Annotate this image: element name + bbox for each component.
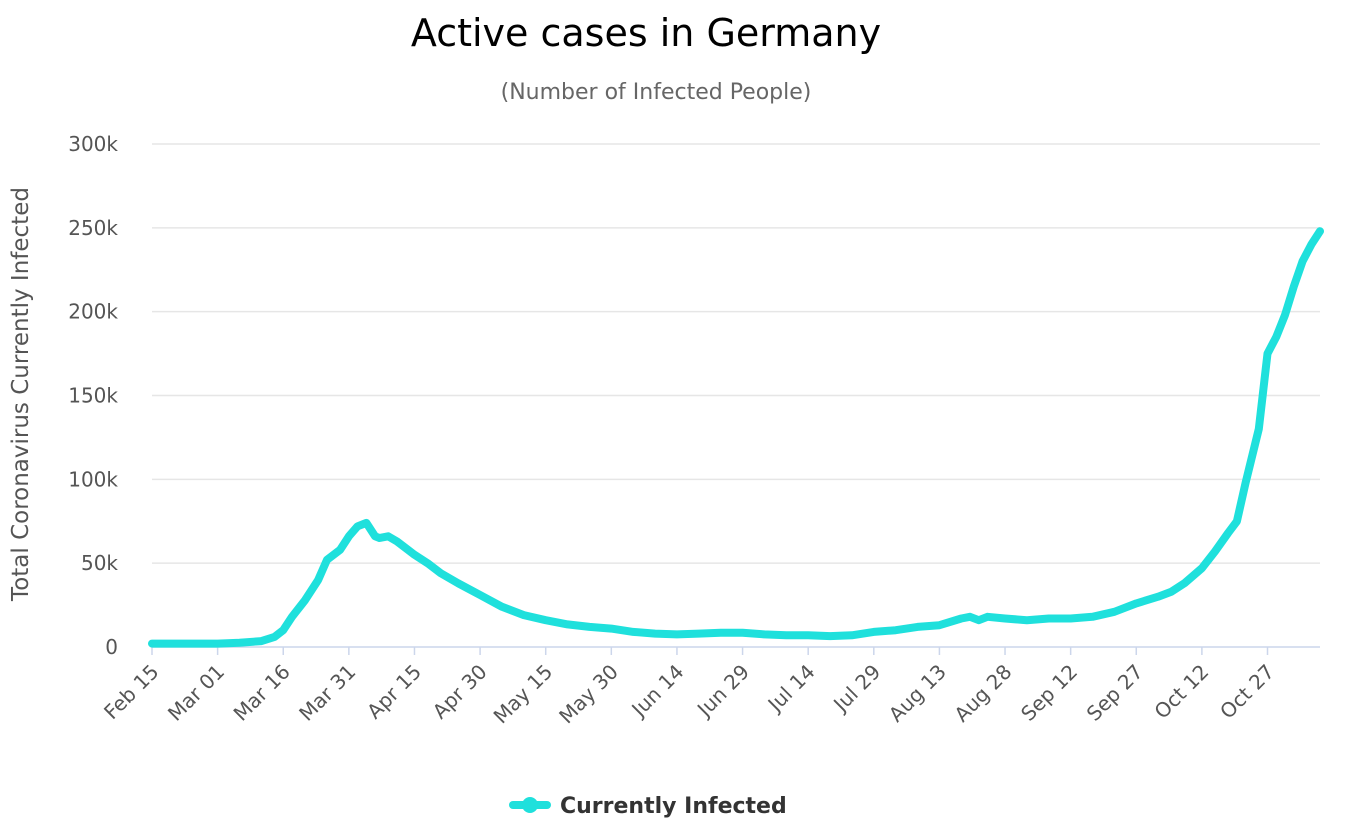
x-tick-label: Jul 29 xyxy=(827,660,885,718)
x-tick-label: Jul 14 xyxy=(762,660,820,718)
x-tick-label: Apr 30 xyxy=(428,660,492,724)
legend[interactable]: Currently Infected xyxy=(509,794,787,819)
y-tick-label: 50k xyxy=(81,551,118,575)
x-tick-label: Aug 13 xyxy=(884,660,951,727)
y-tick-label: 100k xyxy=(68,467,118,491)
y-tick-label: 250k xyxy=(68,216,118,240)
y-tick-label: 200k xyxy=(68,300,118,324)
y-tick-label: 150k xyxy=(68,384,118,408)
x-tick-label: Apr 15 xyxy=(362,660,426,724)
y-tick-label: 0 xyxy=(105,635,118,659)
x-tick-label: Jun 14 xyxy=(626,660,689,723)
chart-subtitle: (Number of Infected People) xyxy=(501,80,812,105)
x-tick-label: Sep 27 xyxy=(1082,660,1148,726)
x-tick-label: Mar 16 xyxy=(229,660,295,726)
x-tick-label: Aug 28 xyxy=(949,660,1016,727)
y-tick-label: 300k xyxy=(68,132,118,156)
x-tick-label: Mar 01 xyxy=(163,660,229,726)
y-axis-ticks: 0 50k 100k 150k 200k 250k 300k xyxy=(68,132,118,659)
series-lines xyxy=(148,227,1324,648)
x-tick-label: Jun 29 xyxy=(691,660,754,723)
legend-label: Currently Infected xyxy=(560,794,787,819)
x-tick-label: May 15 xyxy=(489,660,558,729)
chart-title: Active cases in Germany xyxy=(411,11,881,55)
x-tick-label: Sep 12 xyxy=(1016,660,1082,726)
x-tick-label: Mar 31 xyxy=(294,660,360,726)
gridlines xyxy=(152,143,1320,648)
legend-marker xyxy=(522,797,538,813)
x-tick-label: Oct 27 xyxy=(1215,660,1279,724)
x-tick-label: May 30 xyxy=(554,660,623,729)
x-tick-label: Oct 12 xyxy=(1150,660,1214,724)
x-tick-label: Feb 15 xyxy=(99,660,164,725)
x-axis-ticks: Feb 15 Mar 01 Mar 16 Mar 31 Apr 15 Apr 30May … xyxy=(99,647,1279,728)
series-line-currently-infected xyxy=(148,227,1324,648)
y-axis-label: Total Coronavirus Currently Infected xyxy=(8,187,34,602)
